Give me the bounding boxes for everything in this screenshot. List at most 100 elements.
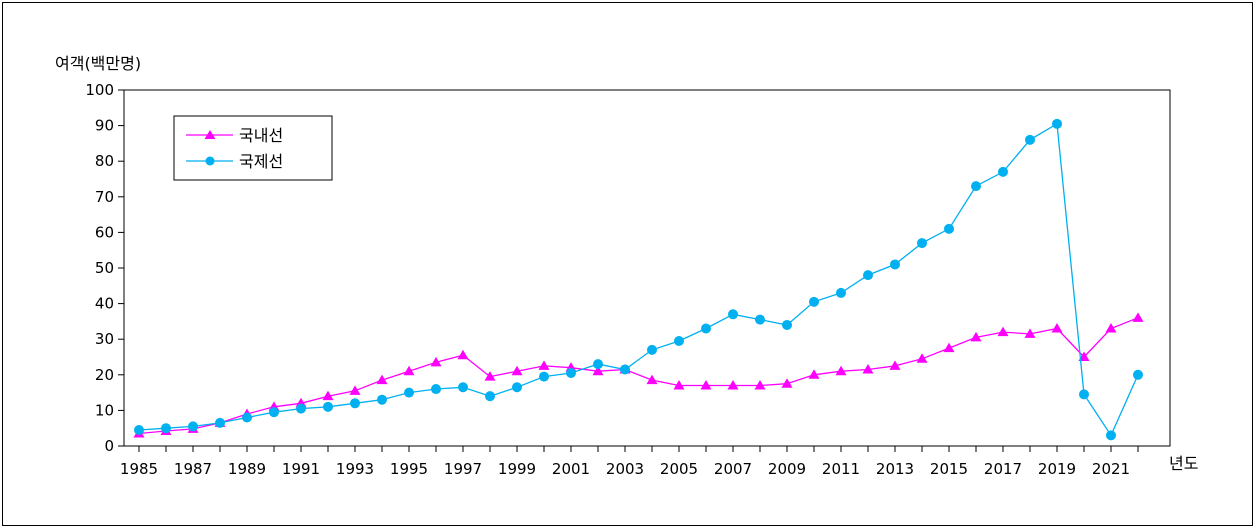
x-tick-label: 1999	[498, 460, 536, 478]
data-point	[701, 323, 711, 334]
data-point	[484, 371, 496, 381]
x-tick-label: 2007	[714, 460, 752, 478]
data-point	[512, 382, 522, 393]
data-point	[592, 365, 604, 376]
legend-label-international: 국제선	[239, 152, 283, 171]
y-tick-label: 100	[85, 81, 114, 99]
data-point	[620, 364, 630, 375]
data-point	[755, 314, 765, 325]
x-tick-label: 2005	[660, 460, 698, 478]
data-point	[457, 349, 469, 360]
data-point	[322, 390, 334, 401]
data-point	[188, 421, 198, 432]
series-line	[138, 317, 1139, 435]
data-point	[566, 368, 576, 379]
data-point	[161, 423, 171, 434]
y-tick-label: 10	[95, 401, 114, 419]
data-point	[998, 166, 1008, 177]
data-point	[1025, 134, 1035, 145]
data-point	[647, 344, 657, 355]
data-point	[782, 319, 792, 330]
x-tick-label: 2001	[552, 460, 590, 478]
x-tick-label: 1991	[282, 460, 320, 478]
data-point	[134, 424, 144, 435]
y-tick-label: 70	[95, 188, 114, 206]
data-point	[1105, 323, 1117, 333]
x-tick-label: 2021	[1092, 460, 1130, 478]
data-point	[1052, 118, 1062, 129]
legend-box	[173, 115, 333, 181]
data-point	[215, 417, 225, 428]
data-point	[863, 270, 873, 281]
data-point	[404, 387, 414, 398]
x-tick-label: 1997	[444, 460, 482, 478]
data-point	[970, 331, 982, 342]
y-tick-label: 50	[95, 259, 114, 277]
data-point	[349, 385, 361, 395]
x-tick-label: 2009	[768, 460, 806, 478]
y-tick-label: 20	[95, 366, 114, 384]
data-point	[808, 369, 820, 379]
data-point	[1051, 323, 1063, 333]
data-point	[862, 363, 874, 374]
data-point	[323, 401, 333, 412]
x-tick-label: 2019	[1038, 460, 1076, 478]
data-point	[458, 382, 468, 393]
data-point	[1133, 369, 1143, 380]
data-point	[674, 335, 684, 346]
data-point	[538, 360, 550, 370]
x-tick-label: 1987	[174, 460, 212, 478]
data-point	[511, 365, 523, 376]
x-tick-label: 1995	[390, 460, 428, 478]
data-point	[971, 181, 981, 192]
data-point	[917, 238, 927, 249]
series-international	[134, 118, 1143, 441]
legend-marker-domestic	[204, 130, 216, 139]
data-point	[943, 342, 955, 353]
y-axis-ticks: 0 10 20 30 40 50 60 70 80 90 100	[85, 81, 124, 455]
x-tick-label: 2017	[984, 460, 1022, 478]
data-point	[836, 287, 846, 298]
data-point	[673, 379, 685, 390]
data-point	[916, 353, 928, 363]
legend-marker-international	[205, 156, 215, 166]
data-point	[485, 391, 495, 402]
x-tick-label: 1993	[336, 460, 374, 478]
data-point	[1024, 328, 1036, 338]
x-tick-label: 2015	[930, 460, 968, 478]
x-axis-title: 년도	[1169, 454, 1198, 473]
y-tick-label: 80	[95, 152, 114, 170]
data-point	[350, 398, 360, 409]
data-point	[700, 379, 712, 390]
data-point	[269, 407, 279, 418]
data-point	[376, 374, 388, 385]
legend-label-domestic: 국내선	[239, 126, 283, 145]
data-point	[889, 360, 901, 370]
data-point	[1078, 351, 1090, 361]
data-point	[539, 371, 549, 382]
x-axis-ticks: 1985 1987 1989 1991 1993 1995 1997 1999 2001 2003…	[120, 446, 1139, 478]
data-point	[1132, 312, 1144, 322]
x-tick-label: 2013	[876, 460, 914, 478]
data-point	[1106, 430, 1116, 441]
data-point	[646, 374, 658, 385]
x-tick-label: 1985	[120, 460, 158, 478]
y-tick-label: 60	[95, 223, 114, 241]
y-tick-label: 90	[95, 117, 114, 135]
data-point	[403, 365, 415, 376]
series-layer	[133, 118, 1144, 441]
data-point	[890, 259, 900, 270]
data-point	[997, 326, 1009, 337]
data-point	[377, 394, 387, 405]
y-tick-label: 30	[95, 330, 114, 348]
data-point	[944, 223, 954, 234]
x-tick-label: 1989	[228, 460, 266, 478]
data-point	[781, 378, 793, 388]
y-axis-title: 여객(백만명)	[55, 54, 141, 73]
data-point	[727, 379, 739, 390]
data-point	[835, 365, 847, 376]
data-point	[754, 379, 766, 390]
data-point	[809, 296, 819, 307]
y-tick-label: 0	[104, 437, 114, 455]
